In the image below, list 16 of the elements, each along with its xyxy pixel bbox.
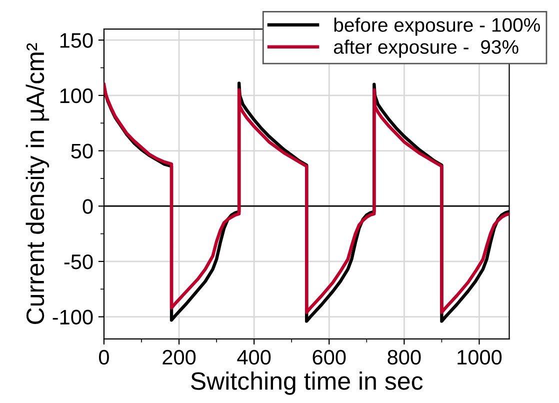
y-tick-label: -100 xyxy=(52,310,93,325)
y-tick-label: 150 xyxy=(60,33,93,48)
y-tick-label: 50 xyxy=(71,144,93,159)
x-axis-title: Switching time in sec xyxy=(191,372,423,395)
y-tick-label: 0 xyxy=(82,199,93,214)
x-tick-label: 1000 xyxy=(458,350,502,365)
x-tick-label: 400 xyxy=(237,350,271,365)
x-tick-label: 600 xyxy=(312,350,346,365)
x-tick-label: 0 xyxy=(98,350,109,365)
x-tick-label: 800 xyxy=(388,350,421,365)
x-tick-label: 200 xyxy=(162,350,196,365)
legend-label: after exposure - 93% xyxy=(334,40,518,58)
legend-label: before exposure - 100% xyxy=(334,18,540,36)
y-tick-label: 100 xyxy=(60,88,93,104)
y-tick-label: -50 xyxy=(64,254,93,270)
y-axis-title: Current density in µA/cm² xyxy=(26,43,50,324)
